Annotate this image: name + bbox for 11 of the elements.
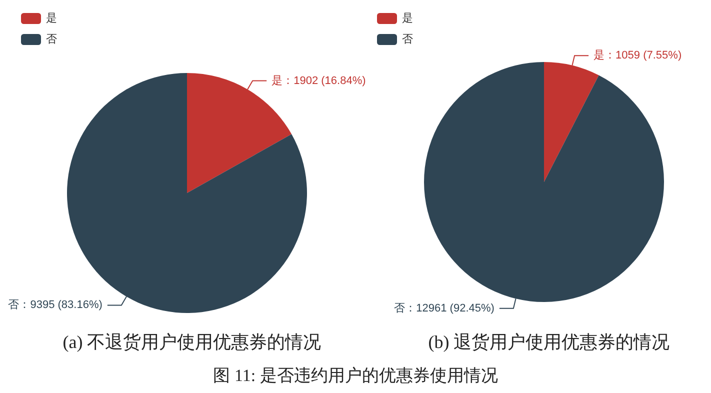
data-label: 是：1059 (7.55%) [594,50,682,62]
legend-label: 否 [46,34,57,46]
legend-label: 否 [402,34,413,46]
data-label: 否：12961 (92.45%) [394,302,494,314]
legend-label: 是 [46,12,57,24]
data-label: 是：1902 (16.84%) [272,74,366,87]
legend-label: 是 [402,12,413,24]
caption: 图 11: 是否违约用户的优惠券使用情况 [212,365,499,387]
data-label: 否：9395 (83.16%) [8,299,102,312]
text: (a) 不退货用户使用优惠券的情况 [62,332,322,352]
text: (b) 退货用户使用优惠券的情况 [428,332,670,352]
